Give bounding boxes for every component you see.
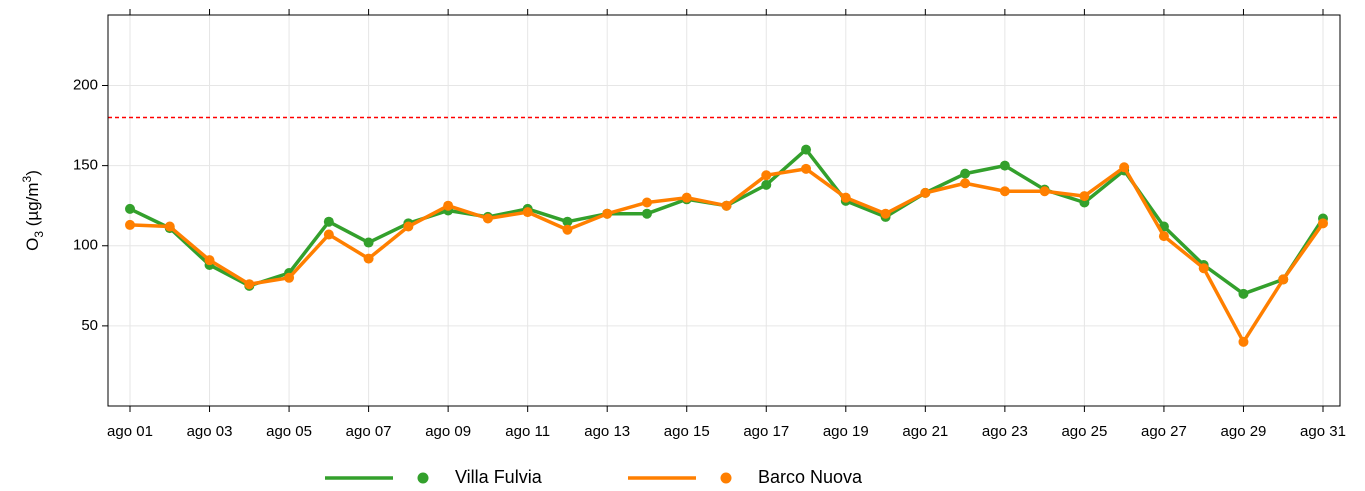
y-tick-label: 100 <box>73 237 98 254</box>
point <box>761 179 772 190</box>
point <box>443 200 454 211</box>
point <box>1158 231 1169 242</box>
x-tick-label: ago 09 <box>425 423 471 440</box>
point <box>363 253 374 264</box>
point <box>681 192 692 203</box>
point <box>880 208 891 219</box>
point <box>960 168 971 179</box>
x-tick-label: ago 29 <box>1221 423 1267 440</box>
point <box>363 237 374 248</box>
x-tick-label: ago 07 <box>346 423 392 440</box>
y-axis-label-part: ) <box>23 170 42 176</box>
point <box>999 186 1010 197</box>
point <box>1039 186 1050 197</box>
point <box>960 178 971 189</box>
legend-label: Barco Nuova <box>758 467 863 487</box>
x-tick-label: ago 25 <box>1061 423 1107 440</box>
point <box>323 229 334 240</box>
legend-label: Villa Fulvia <box>455 467 543 487</box>
point <box>920 187 931 198</box>
point <box>840 192 851 203</box>
series-line <box>129 147 1325 296</box>
point <box>721 200 732 211</box>
point <box>761 170 772 181</box>
legend-marker <box>720 472 732 484</box>
point <box>482 213 493 224</box>
point <box>1119 162 1130 173</box>
series-line <box>129 165 1325 344</box>
x-tick-label: ago 01 <box>107 423 153 440</box>
y-axis-label-part: 3 <box>32 231 46 238</box>
point <box>801 144 812 155</box>
x-tick-label: ago 17 <box>743 423 789 440</box>
y-axis-label-part: (µg/m <box>23 182 42 231</box>
x-tick-label: ago 05 <box>266 423 312 440</box>
y-axis-label-part: 3 <box>20 175 34 182</box>
x-tick-label: ago 11 <box>505 423 550 440</box>
point <box>801 163 812 174</box>
x-tick-label: ago 21 <box>902 423 948 440</box>
x-tick-label: ago 15 <box>664 423 710 440</box>
x-tick-label: ago 03 <box>187 423 233 440</box>
x-tick-label: ago 19 <box>823 423 869 440</box>
y-axis-label: O3 (µg/m3) <box>20 170 46 251</box>
legend-marker <box>417 472 429 484</box>
point <box>1079 191 1090 202</box>
point <box>244 279 255 290</box>
point <box>284 272 295 283</box>
y-tick-label: 150 <box>73 157 98 174</box>
y-axis-label-part: O <box>23 238 42 251</box>
x-tick-label: ago 13 <box>584 423 630 440</box>
point <box>1238 288 1249 299</box>
point <box>1318 218 1328 229</box>
point <box>641 208 652 219</box>
point <box>125 219 135 230</box>
x-tick-label: ago 31 <box>1300 423 1346 440</box>
point <box>164 221 175 232</box>
point <box>602 208 613 219</box>
point <box>125 203 135 214</box>
point <box>562 216 573 227</box>
point <box>1278 274 1289 285</box>
point <box>999 160 1010 171</box>
point <box>1198 263 1209 274</box>
point <box>641 197 652 208</box>
x-tick-label: ago 23 <box>982 423 1028 440</box>
y-tick-label: 50 <box>81 317 98 334</box>
y-tick-label: 200 <box>73 76 98 93</box>
point <box>1238 336 1249 347</box>
x-tick-label: ago 27 <box>1141 423 1187 440</box>
point <box>522 207 533 218</box>
point <box>403 221 414 232</box>
point <box>204 255 215 266</box>
plot-frame <box>107 14 1341 407</box>
point <box>323 216 334 227</box>
point <box>562 224 573 235</box>
